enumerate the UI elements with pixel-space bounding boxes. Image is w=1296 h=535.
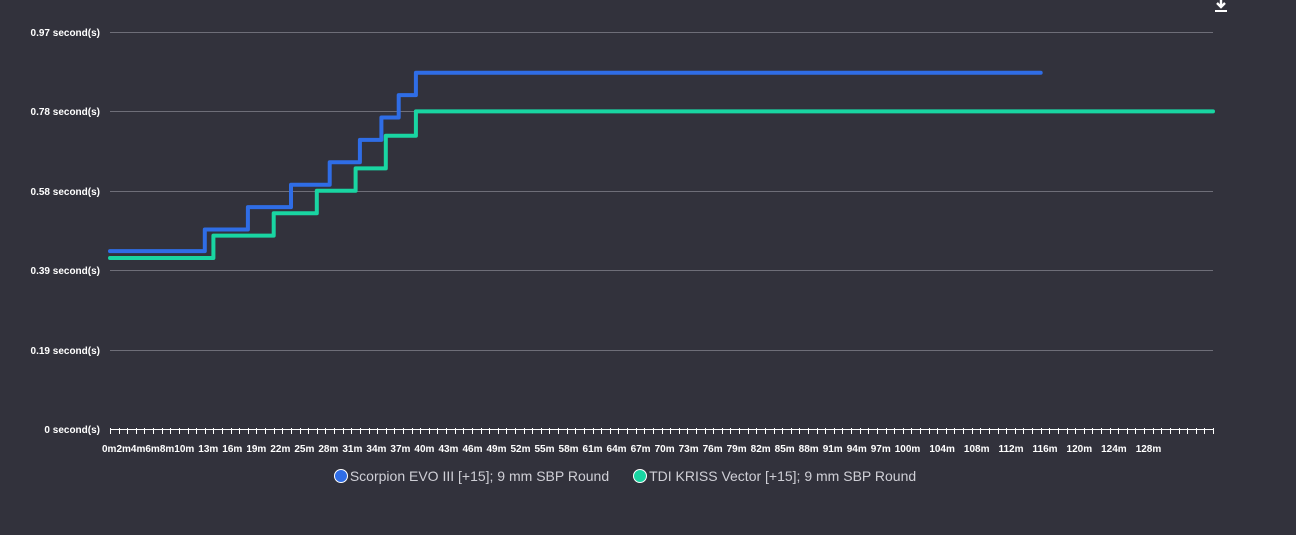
x-tick-label: 116m <box>1033 444 1058 455</box>
x-tick-label: 13m <box>198 444 218 455</box>
x-tick-label: 52m <box>510 444 530 455</box>
x-tick-label: 94m <box>847 444 867 455</box>
legend-label-kriss: TDI KRISS Vector [+15]; 9 mm SBP Round <box>649 468 917 484</box>
x-tick-label: 31m <box>342 444 362 455</box>
legend: Scorpion EVO III [+15]; 9 mm SBP Round T… <box>0 468 1250 484</box>
download-icon[interactable] <box>1212 0 1230 14</box>
x-tick-label: 70m <box>655 444 675 455</box>
y-tick-label: 0.39 second(s) <box>31 266 100 277</box>
x-tick-label: 25m <box>294 444 314 455</box>
x-tick-label: 6m <box>145 444 160 455</box>
x-tick-label: 112m <box>998 444 1023 455</box>
x-tick-label: 108m <box>964 444 990 455</box>
x-tick-label: 19m <box>246 444 266 455</box>
x-tick-label: 58m <box>559 444 579 455</box>
x-axis <box>110 428 1214 434</box>
x-tick-label: 16m <box>222 444 242 455</box>
x-tick-label: 73m <box>679 444 699 455</box>
x-tick-label: 46m <box>462 444 482 455</box>
x-tick-label: 104m <box>929 444 955 455</box>
x-tick-label: 40m <box>414 444 434 455</box>
y-tick-label: 0 second(s) <box>44 425 100 436</box>
x-tick-label: 128m <box>1136 444 1162 455</box>
legend-item-kriss[interactable]: TDI KRISS Vector [+15]; 9 mm SBP Round <box>633 468 916 484</box>
x-tick-label: 97m <box>871 444 891 455</box>
x-tick-label: 67m <box>631 444 651 455</box>
legend-item-scorpion[interactable]: Scorpion EVO III [+15]; 9 mm SBP Round <box>333 468 610 484</box>
x-tick-label: 0m <box>102 444 117 455</box>
y-axis-labels: 0 second(s) 0.19 second(s) 0.39 second(s) 0… <box>31 28 100 436</box>
x-tick-label: 2m <box>116 444 131 455</box>
x-tick-label: 91m <box>823 444 843 455</box>
x-tick-label: 43m <box>438 444 458 455</box>
x-tick-label: 79m <box>727 444 747 455</box>
x-tick-label: 120m <box>1067 444 1093 455</box>
x-tick-label: 4m <box>131 444 146 455</box>
legend-label-scorpion: Scorpion EVO III [+15]; 9 mm SBP Round <box>349 468 610 484</box>
x-tick-label: 82m <box>751 444 771 455</box>
grid-lines <box>110 32 1213 351</box>
x-tick-label: 76m <box>703 444 723 455</box>
x-tick-label: 61m <box>583 444 603 455</box>
x-tick-label: 55m <box>535 444 555 455</box>
x-tick-label: 28m <box>318 444 338 455</box>
x-tick-label: 85m <box>775 444 795 455</box>
y-tick-label: 0.78 second(s) <box>31 107 100 118</box>
x-axis-labels: 0m 2m 4m 6m 8m 10m 13m 16m 19m 22m 25m 28m 31m 34m 37m… <box>102 444 1161 455</box>
x-tick-label: 88m <box>799 444 819 455</box>
x-tick-label: 100m <box>895 444 921 455</box>
legend-dot-kriss <box>633 469 648 483</box>
y-tick-label: 0.58 second(s) <box>31 187 100 198</box>
y-tick-label: 0.19 second(s) <box>31 346 100 357</box>
series-lines <box>108 70 1215 260</box>
series-line-1 <box>108 109 1215 260</box>
x-tick-label: 124m <box>1101 444 1127 455</box>
x-tick-label: 37m <box>390 444 410 455</box>
x-tick-label: 64m <box>607 444 627 455</box>
legend-dot-scorpion <box>333 469 348 483</box>
y-tick-label: 0.97 second(s) <box>31 28 100 39</box>
series-line-0 <box>108 70 1043 254</box>
x-tick-label: 49m <box>486 444 506 455</box>
x-tick-label: 34m <box>366 444 386 455</box>
x-tick-label: 22m <box>270 444 290 455</box>
x-tick-label: 8m <box>160 444 175 455</box>
x-tick-label: 10m <box>174 444 194 455</box>
